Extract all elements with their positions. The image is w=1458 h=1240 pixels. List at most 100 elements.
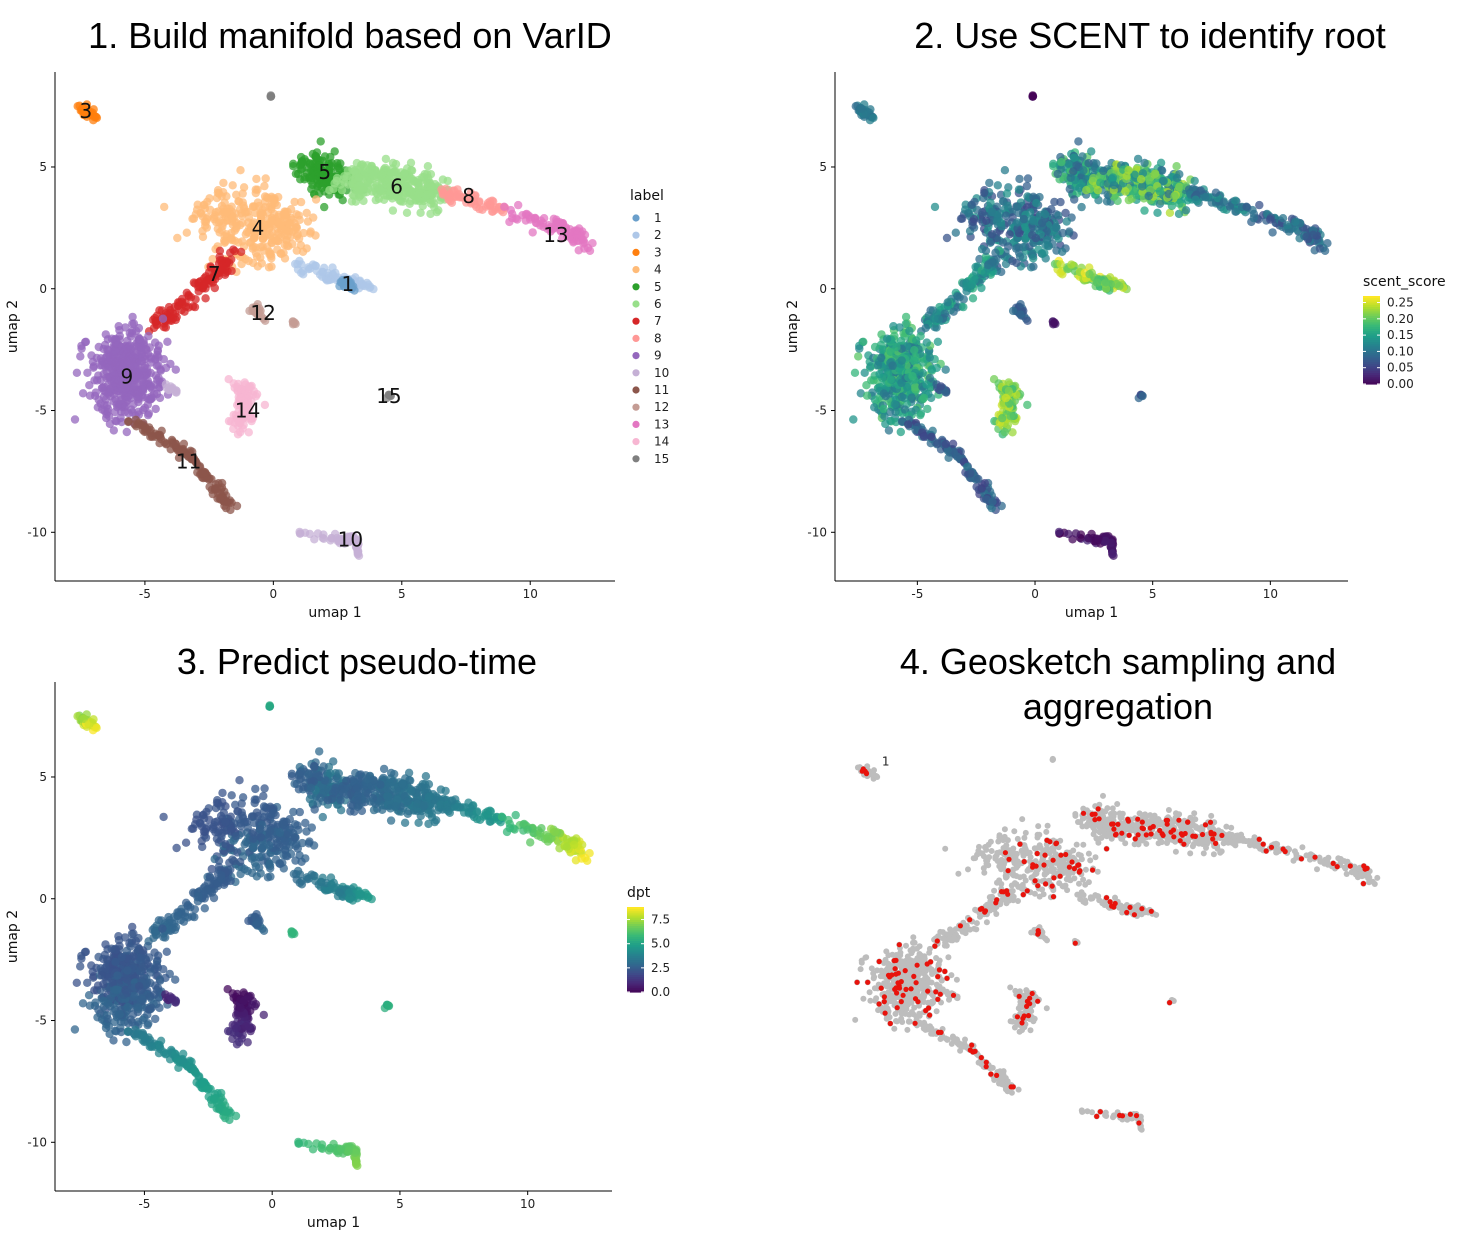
- data-point: [327, 534, 336, 543]
- y-tick-label: -10: [807, 525, 827, 539]
- data-point: [107, 334, 117, 343]
- data-point: [901, 312, 911, 322]
- data-point: [1058, 247, 1067, 256]
- data-point: [541, 831, 551, 840]
- cluster-label: 14: [235, 399, 260, 423]
- data-point: [464, 798, 473, 807]
- data-point: [974, 474, 983, 484]
- data-point: [418, 201, 427, 211]
- data-point: [1211, 188, 1221, 197]
- data-point: [1056, 260, 1065, 269]
- data-point: [252, 252, 262, 261]
- data-point: [299, 228, 308, 238]
- legend-swatch: [632, 300, 640, 308]
- data-point: [907, 393, 916, 402]
- data-point: [1011, 244, 1021, 253]
- x-tick-label: 10: [1263, 587, 1278, 601]
- data-point: [1124, 195, 1134, 205]
- cluster-label: 11: [176, 450, 201, 474]
- data-point: [870, 403, 879, 412]
- colorbar-label: 0.25: [1387, 296, 1414, 310]
- data-point: [880, 412, 889, 421]
- data-point: [927, 432, 936, 441]
- data-point: [983, 261, 993, 270]
- data-point: [572, 230, 582, 239]
- data-point: [280, 210, 289, 219]
- data-point: [92, 113, 102, 123]
- data-point: [321, 166, 331, 175]
- data-point: [318, 812, 327, 822]
- data-point: [1049, 159, 1058, 168]
- data-point: [1291, 217, 1300, 226]
- data-point: [388, 158, 398, 168]
- data-point: [1167, 201, 1177, 211]
- data-point: [1019, 242, 1028, 252]
- data-point: [1144, 191, 1153, 201]
- data-point: [964, 209, 973, 218]
- data-point: [85, 391, 95, 400]
- data-point: [500, 202, 509, 211]
- data-point: [391, 801, 400, 811]
- data-point: [293, 169, 303, 179]
- data-point: [1047, 205, 1056, 214]
- legend-label: 4: [654, 263, 662, 277]
- data-point: [377, 170, 387, 179]
- data-point: [514, 200, 523, 210]
- data-point: [316, 137, 325, 146]
- legend-swatch: [632, 438, 640, 446]
- data-point: [369, 805, 379, 815]
- data-point: [220, 198, 229, 207]
- data-point: [1051, 223, 1060, 232]
- data-point: [1172, 162, 1181, 171]
- data-point: [1242, 202, 1251, 211]
- data-point: [922, 380, 931, 389]
- data-point: [400, 818, 410, 827]
- panel-4-title-line-2: aggregation: [1022, 686, 1214, 727]
- data-point: [987, 207, 997, 217]
- data-point: [988, 497, 997, 506]
- data-point: [1029, 262, 1038, 271]
- data-point: [320, 152, 330, 161]
- data-point: [991, 248, 1000, 257]
- data-point: [146, 368, 155, 378]
- data-point: [421, 772, 431, 781]
- data-point: [1022, 181, 1032, 191]
- data-point: [982, 216, 991, 225]
- data-point: [97, 361, 107, 370]
- data-point: [311, 153, 320, 162]
- data-point: [905, 326, 914, 336]
- data-point: [1140, 206, 1149, 215]
- data-point: [1124, 166, 1133, 175]
- data-point: [228, 181, 237, 190]
- data-point: [1078, 152, 1087, 161]
- data-point: [1028, 249, 1037, 259]
- data-point: [354, 173, 363, 182]
- data-point: [403, 809, 412, 818]
- data-point: [222, 497, 232, 506]
- data-point: [1190, 176, 1199, 186]
- data-point: [342, 776, 351, 786]
- data-point: [156, 365, 165, 374]
- data-point: [352, 783, 362, 792]
- data-point: [1074, 137, 1083, 146]
- data-point: [104, 412, 114, 421]
- data-point: [237, 211, 246, 220]
- data-point: [297, 260, 306, 269]
- data-point: [1016, 310, 1025, 319]
- data-point: [1053, 169, 1062, 179]
- data-point: [919, 432, 929, 442]
- data-point: [1064, 529, 1073, 539]
- data-point: [151, 404, 160, 414]
- data-point: [1001, 211, 1011, 220]
- y-tick-label: -10: [27, 525, 47, 539]
- data-point: [236, 166, 245, 175]
- data-point: [105, 419, 115, 429]
- data-point: [211, 208, 220, 217]
- data-point: [148, 432, 157, 442]
- data-point: [569, 840, 579, 849]
- data-point: [201, 294, 210, 303]
- data-point: [485, 806, 495, 815]
- data-point: [286, 205, 296, 214]
- data-point: [388, 206, 398, 215]
- data-point: [562, 842, 572, 851]
